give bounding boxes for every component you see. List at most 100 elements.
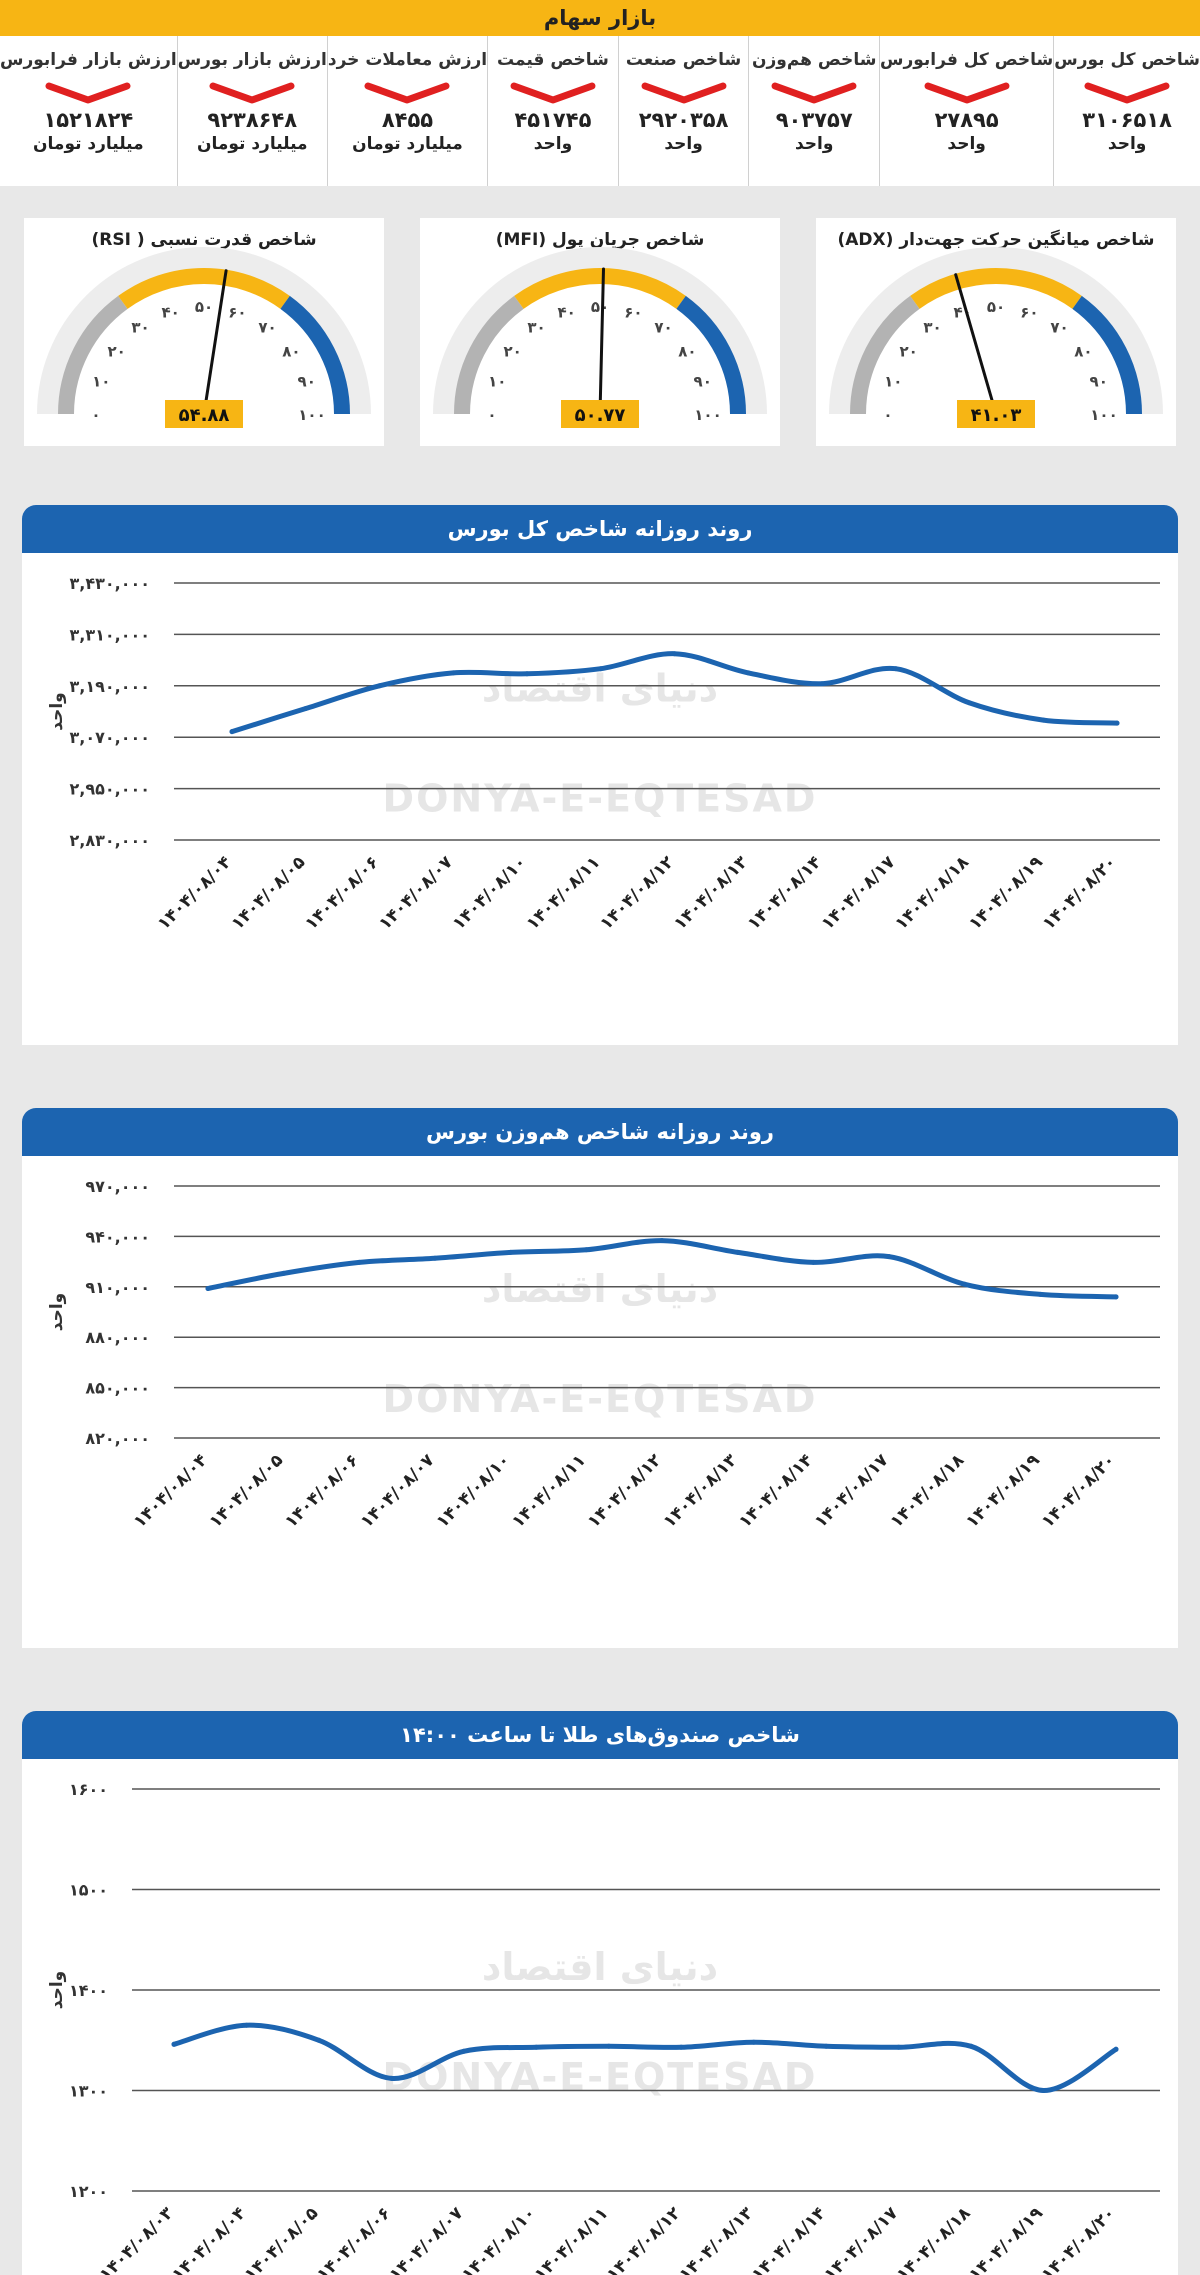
down-chevron-icon (510, 82, 596, 104)
index-title: شاخص هم‌وزن (751, 50, 877, 70)
x-tick-label: ۱۴۰۴/۰۸/۰۷ (357, 1450, 439, 1532)
gauge-band-low (58, 295, 128, 415)
gauge-title: شاخص میانگین حرکت جهت‌دار (ADX) (837, 230, 1155, 250)
x-tick-label: ۱۴۰۴/۰۸/۱۹ (965, 2203, 1047, 2275)
data-point (606, 2043, 612, 2049)
index-unit: میلیارد تومان (196, 134, 308, 154)
x-tick-label: ۱۴۰۴/۰۸/۱۴ (744, 852, 826, 934)
y-tick-label: ۹۱۰,۰۰۰ (85, 1278, 150, 1297)
index-title: ارزش بازار بورس (177, 50, 327, 70)
x-tick-label: ۱۴۰۴/۰۸/۰۵ (206, 1450, 288, 1532)
gauge-tick-label: ۰ (91, 406, 100, 424)
data-point (1041, 2088, 1046, 2093)
x-tick-label: ۱۴۰۴/۰۸/۲۰ (1039, 852, 1121, 934)
gauge-band-high (676, 295, 746, 415)
chart-title-text: شاخص صندوق‌های طلا تا ساعت ۱۴:۰۰ (400, 1723, 800, 1747)
gauge-tick-label: ۱۰۰ (694, 406, 721, 424)
data-point (432, 1255, 438, 1261)
index-value: ۲۷۸۹۵ (934, 108, 999, 132)
data-point (450, 670, 456, 676)
data-point (967, 700, 972, 706)
gauge-tick-label: ۴۰ (161, 303, 179, 321)
x-tick-label: ۱۴۰۴/۰۸/۰۶ (281, 1450, 363, 1532)
index-unit: واحد (664, 134, 703, 154)
chart-title-text: روند روزانه شاخص هم‌وزن بورس (426, 1120, 774, 1144)
data-point (303, 706, 309, 711)
gauge-tick-label: ۴۰ (557, 303, 575, 321)
index-title: شاخص کل بورس (1054, 50, 1200, 70)
gauge-needle (954, 273, 998, 416)
down-chevron-icon (1084, 82, 1170, 104)
index-value: ۳۱۰۶۵۱۸ (1082, 108, 1172, 132)
gauge-value-box (957, 400, 1035, 428)
x-tick-label: ۱۴۰۴/۰۸/۱۲ (596, 852, 678, 934)
index-title: شاخص قیمت (496, 50, 609, 70)
x-tick-label: ۱۴۰۴/۰۸/۱۸ (893, 2203, 975, 2275)
gauge-needle (598, 267, 605, 416)
x-tick-label: ۱۴۰۴/۰۸/۱۹ (962, 1450, 1044, 1532)
data-point (171, 2041, 177, 2047)
data-point (377, 683, 382, 689)
x-tick-label: ۱۴۰۴/۰۸/۰۴ (130, 1450, 212, 1532)
gauge-title: شاخص جریان پول (MFI) (495, 230, 705, 250)
watermark-text-en: DONYA-E-EQTESAD (383, 1377, 818, 1421)
gauge-band-mid (118, 268, 290, 309)
data-point (893, 666, 899, 672)
data-point (751, 2039, 757, 2045)
watermark-text-fa: دنیای اقتصاد (482, 1945, 718, 1989)
down-chevron-icon (924, 82, 1010, 104)
gauge-title: شاخص قدرت نسبی ( RSI) (91, 230, 317, 250)
data-point (896, 2044, 902, 2050)
x-tick-label: ۱۴۰۴/۰۸/۰۵ (241, 2203, 323, 2275)
gauge-track (433, 247, 767, 415)
y-tick-label: ۳,۰۷۰,۰۰۰ (69, 728, 150, 747)
gauge-tick-label: ۱۰۰ (1090, 406, 1117, 424)
watermark-text-fa: دنیای اقتصاد (482, 1267, 718, 1311)
data-point (1040, 717, 1046, 723)
data-point (1114, 720, 1120, 726)
y-tick-label: ۳,۴۳۰,۰۰۰ (69, 574, 150, 593)
down-chevron-icon (45, 82, 131, 104)
x-tick-label: ۱۴۰۴/۰۸/۱۸ (891, 852, 973, 934)
x-tick-label: ۱۴۰۴/۰۸/۱۱ (531, 2203, 613, 2275)
index-farabourse-market-value: ارزش بازار فرابورس ۱۵۲۱۸۲۴ میلیارد تومان (0, 36, 177, 186)
gauge-value-label: ۴۱.۰۳ (971, 405, 1022, 426)
index-value: ۸۴۵۵ (381, 108, 434, 132)
data-point (1113, 1294, 1119, 1300)
index-value: ۹۲۳۸۶۴۸ (207, 108, 298, 132)
gauge-tick-label: ۸۰ (282, 343, 300, 361)
gauge-band-high (280, 295, 350, 415)
gauge-needle (202, 269, 228, 416)
index-unit: واحد (947, 134, 986, 154)
gauge-tick-label: ۰ (883, 406, 892, 424)
gauge-tick-label: ۵۰ (591, 298, 609, 316)
index-strip: شاخص کل بورس ۳۱۰۶۵۱۸ واحد شاخص کل فرابور… (0, 36, 1200, 186)
gauge-tick-label: ۷۰ (1050, 319, 1068, 337)
data-point (810, 1259, 816, 1265)
index-retail-trades-value: ارزش معاملات خرد ۸۴۵۵ میلیارد تومان (326, 36, 487, 186)
down-chevron-icon (641, 82, 727, 104)
gauge-tick-label: ۸۰ (678, 343, 696, 361)
data-point (508, 1249, 514, 1255)
data-point (1113, 2046, 1119, 2052)
watermark-text-en: DONYA-E-EQTESAD (383, 777, 818, 821)
gauge-tick-label: ۳۰ (923, 319, 941, 337)
y-axis-label: واحد (47, 1293, 67, 1331)
gauge-tick-label: ۷۰ (258, 319, 276, 337)
x-tick-label: ۱۴۰۴/۰۸/۱۳ (676, 2203, 758, 2275)
data-point (583, 1247, 589, 1253)
x-tick-label: ۱۴۰۴/۰۸/۱۳ (670, 852, 752, 934)
chart-plot: DONYA-E-EQTESAD دنیای اقتصاد ۸۲۰,۰۰۰ ۸۵۰,۰۰… (47, 1177, 1160, 1532)
y-tick-label: ۹۷۰,۰۰۰ (85, 1177, 150, 1196)
gauge-tick-label: ۰ (487, 406, 496, 424)
index-value: ۱۵۲۱۸۲۴ (43, 108, 134, 132)
chart-title: روند روزانه شاخص هم‌وزن بورس (22, 1108, 1178, 1156)
gauge-tick-label: ۵۰ (987, 298, 1005, 316)
x-tick-label: ۱۴۰۴/۰۸/۰۶ (313, 2203, 395, 2275)
chart-total-index: روند روزانه شاخص کل بورس DONYA-E-EQTESAD… (22, 505, 1178, 1045)
index-unit: میلیارد تومان (352, 134, 463, 154)
gauge-tick-label: ۳۰ (527, 319, 545, 337)
y-tick-label: ۱۳۰۰ (69, 2082, 108, 2101)
y-tick-label: ۲,۹۵۰,۰۰۰ (69, 780, 150, 799)
